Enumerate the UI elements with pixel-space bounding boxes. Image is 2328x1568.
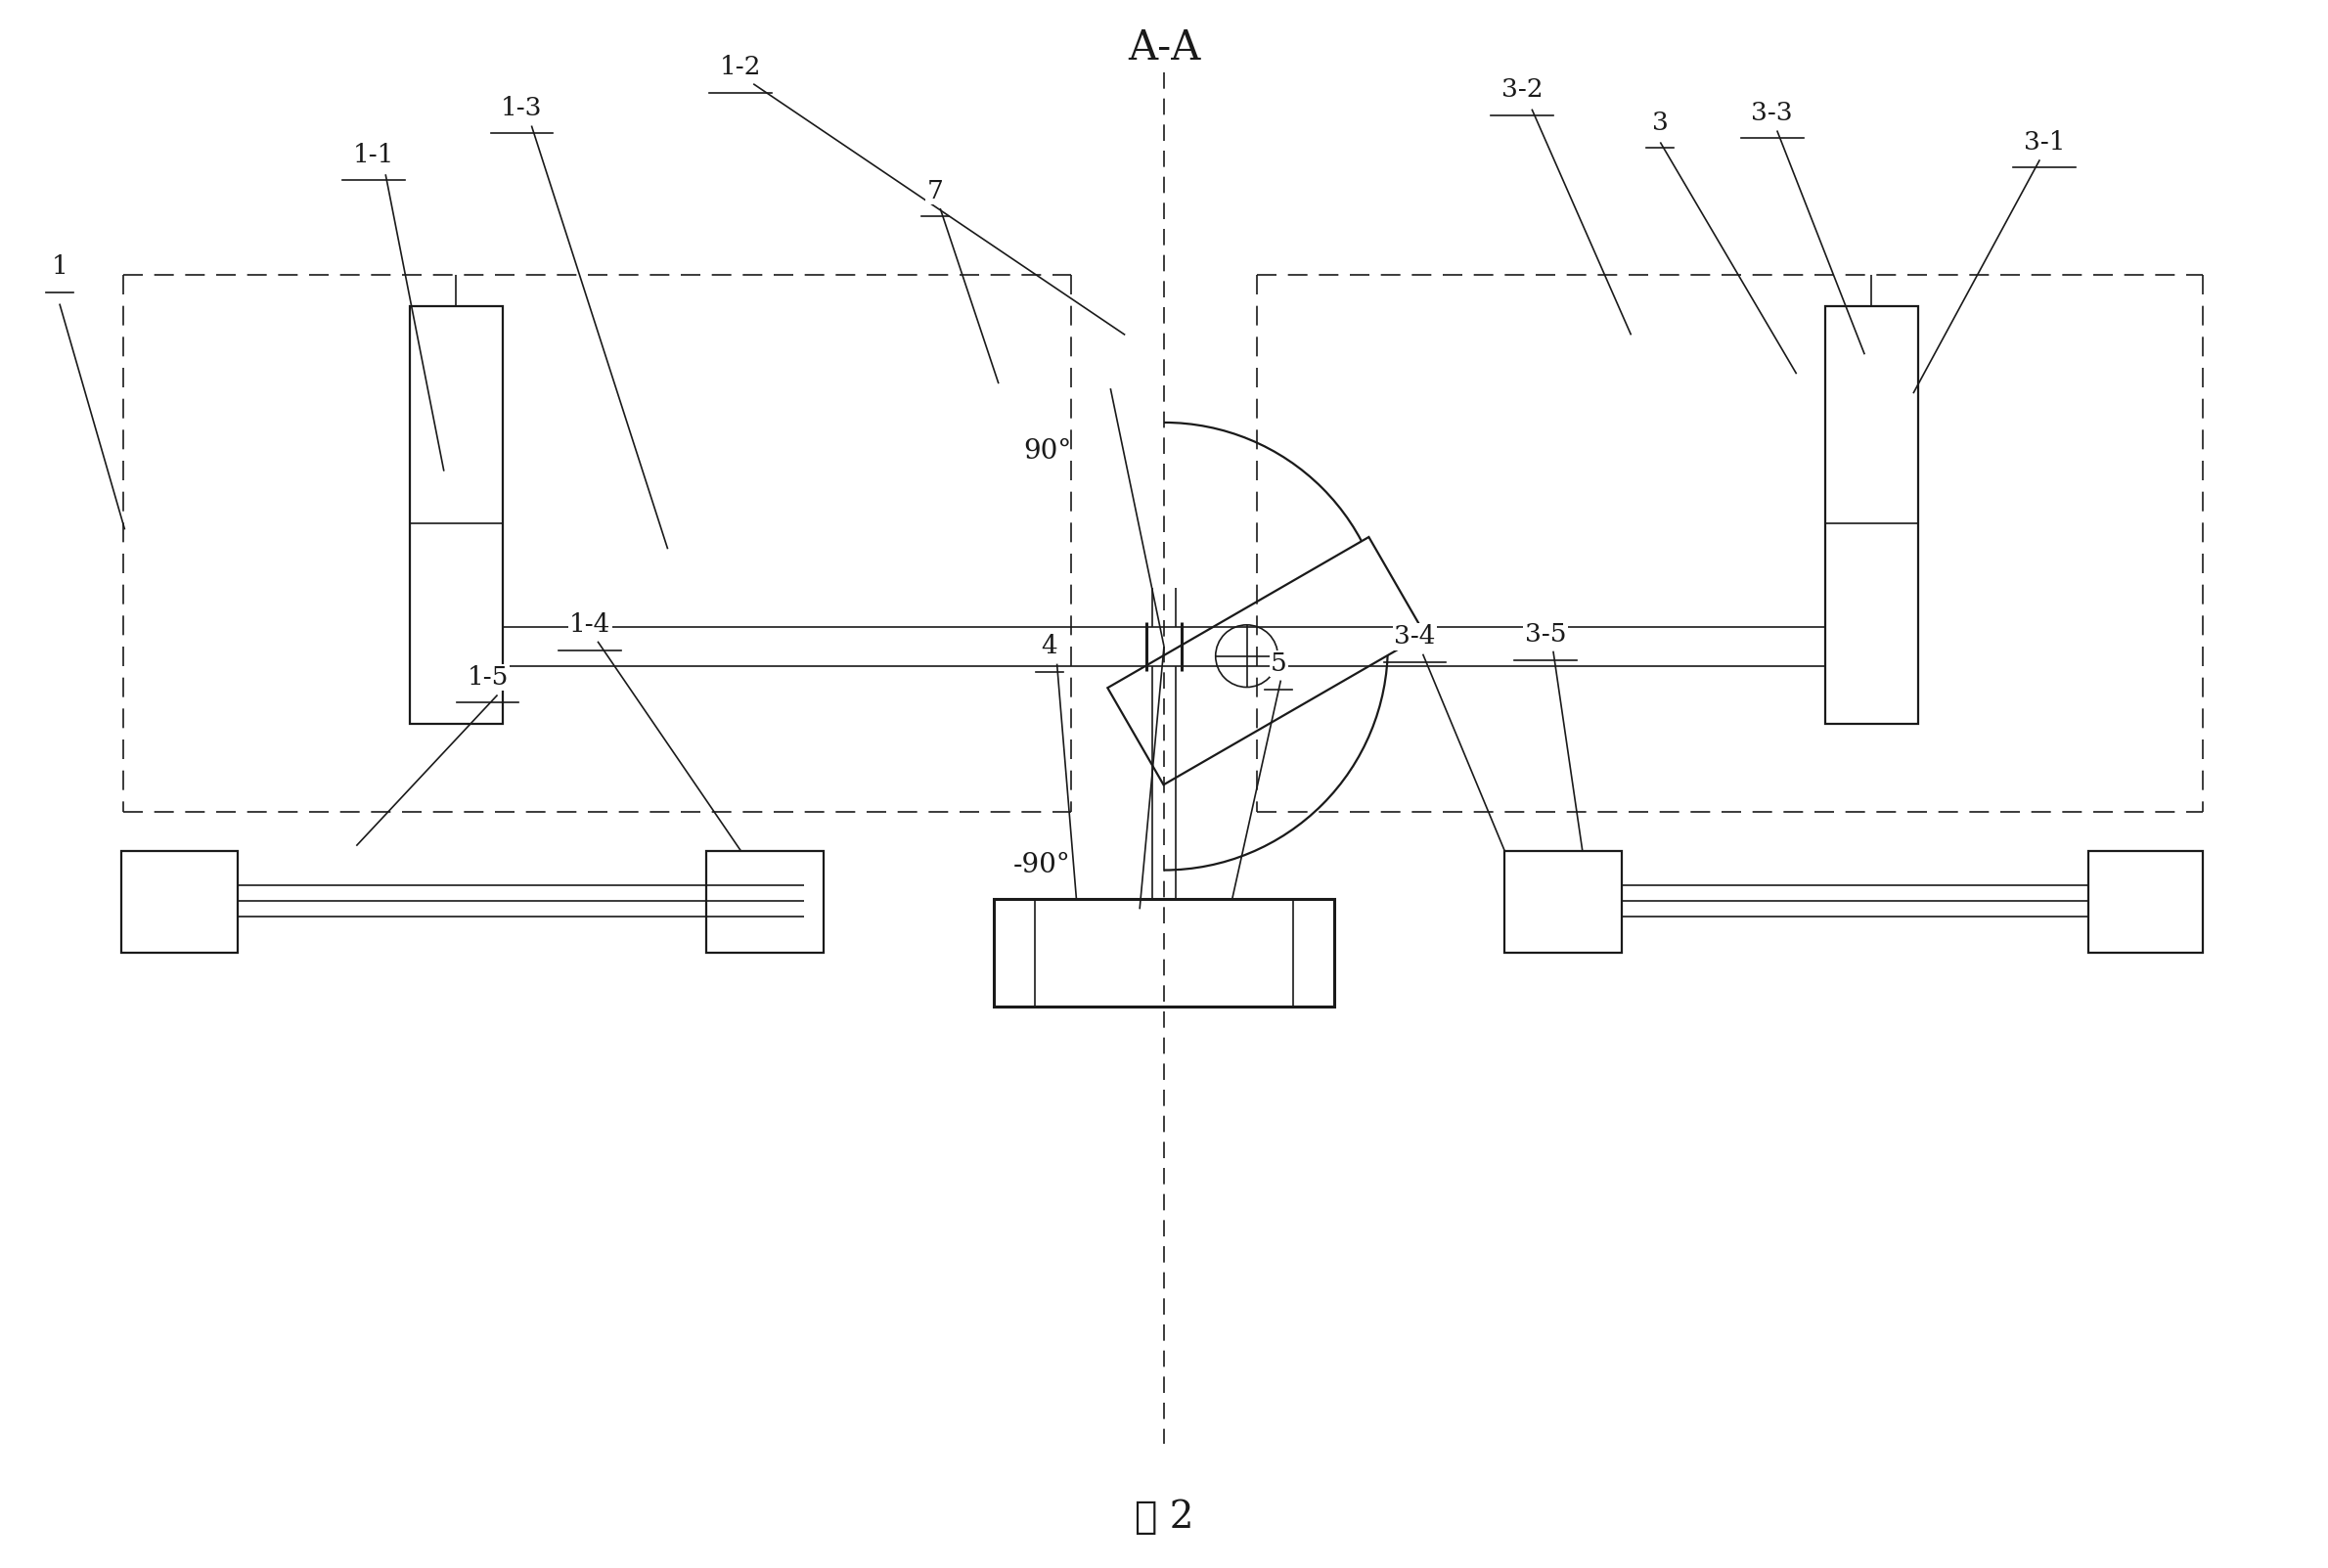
Bar bbox=[2088, 851, 2202, 953]
Text: 3: 3 bbox=[1653, 111, 1669, 135]
Text: A-A: A-A bbox=[1127, 27, 1201, 69]
Text: 1: 1 bbox=[51, 254, 68, 279]
Bar bbox=[410, 306, 503, 724]
Text: 3-2: 3-2 bbox=[1502, 77, 1543, 102]
Text: 4: 4 bbox=[1041, 633, 1057, 659]
Text: 图 2: 图 2 bbox=[1134, 1499, 1194, 1535]
Text: 7: 7 bbox=[927, 179, 943, 204]
Bar bbox=[121, 851, 237, 953]
Text: 1-2: 1-2 bbox=[719, 55, 761, 80]
Bar bbox=[994, 900, 1334, 1007]
Text: 3-4: 3-4 bbox=[1394, 624, 1436, 649]
Bar bbox=[708, 851, 824, 953]
Text: 1-5: 1-5 bbox=[468, 665, 508, 690]
Text: 1-3: 1-3 bbox=[501, 96, 542, 121]
Text: -90°: -90° bbox=[1013, 851, 1071, 878]
Text: 1-4: 1-4 bbox=[568, 613, 610, 637]
Polygon shape bbox=[1108, 536, 1425, 784]
Text: 3-1: 3-1 bbox=[2023, 130, 2065, 155]
Text: 90°: 90° bbox=[1022, 439, 1071, 464]
Text: 5: 5 bbox=[1271, 652, 1287, 676]
Text: 3-5: 3-5 bbox=[1525, 622, 1567, 648]
Bar bbox=[1504, 851, 1620, 953]
Bar bbox=[1825, 306, 1918, 724]
Text: 1-1: 1-1 bbox=[354, 143, 393, 168]
Text: 3-3: 3-3 bbox=[1751, 100, 1793, 125]
